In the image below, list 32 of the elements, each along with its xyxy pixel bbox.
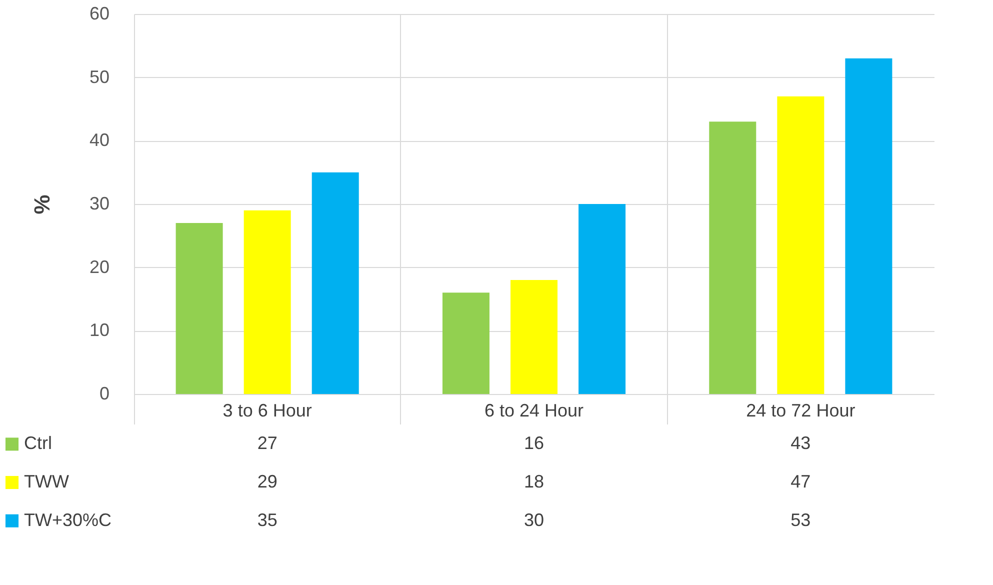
data-label: 43 [790,433,811,454]
y-tick-label: 0 [99,384,110,404]
legend-label: Ctrl [24,433,52,454]
y-tick-label: 40 [89,130,110,150]
data-label: 29 [257,472,278,492]
bar [845,58,892,394]
bar [244,210,291,394]
legend-label: TW+30%C [24,510,112,530]
y-tick-label: 20 [89,256,110,277]
bar [176,223,223,394]
x-tick-label: 3 to 6 Hour [222,400,312,420]
y-axis-title: % [29,194,54,214]
legend-label: TWW [24,472,69,492]
bar [510,280,558,394]
bar [312,172,359,394]
data-label: 35 [257,510,278,530]
data-label: 27 [257,433,278,454]
data-label: 18 [524,472,544,492]
bar [578,204,626,394]
y-tick-label: 10 [89,320,110,340]
y-tick-label: 60 [89,4,110,24]
x-tick-label: 24 to 72 Hour [746,400,856,420]
bar [442,292,490,394]
data-label: 16 [524,433,544,454]
bar [709,122,756,394]
y-tick-label: 50 [89,66,110,87]
data-label: 53 [790,510,811,530]
data-label: 47 [790,472,811,492]
bar [777,96,824,394]
y-tick-label: 30 [89,194,110,214]
x-tick-label: 6 to 24 Hour [484,400,584,420]
data-label: 30 [524,510,544,530]
